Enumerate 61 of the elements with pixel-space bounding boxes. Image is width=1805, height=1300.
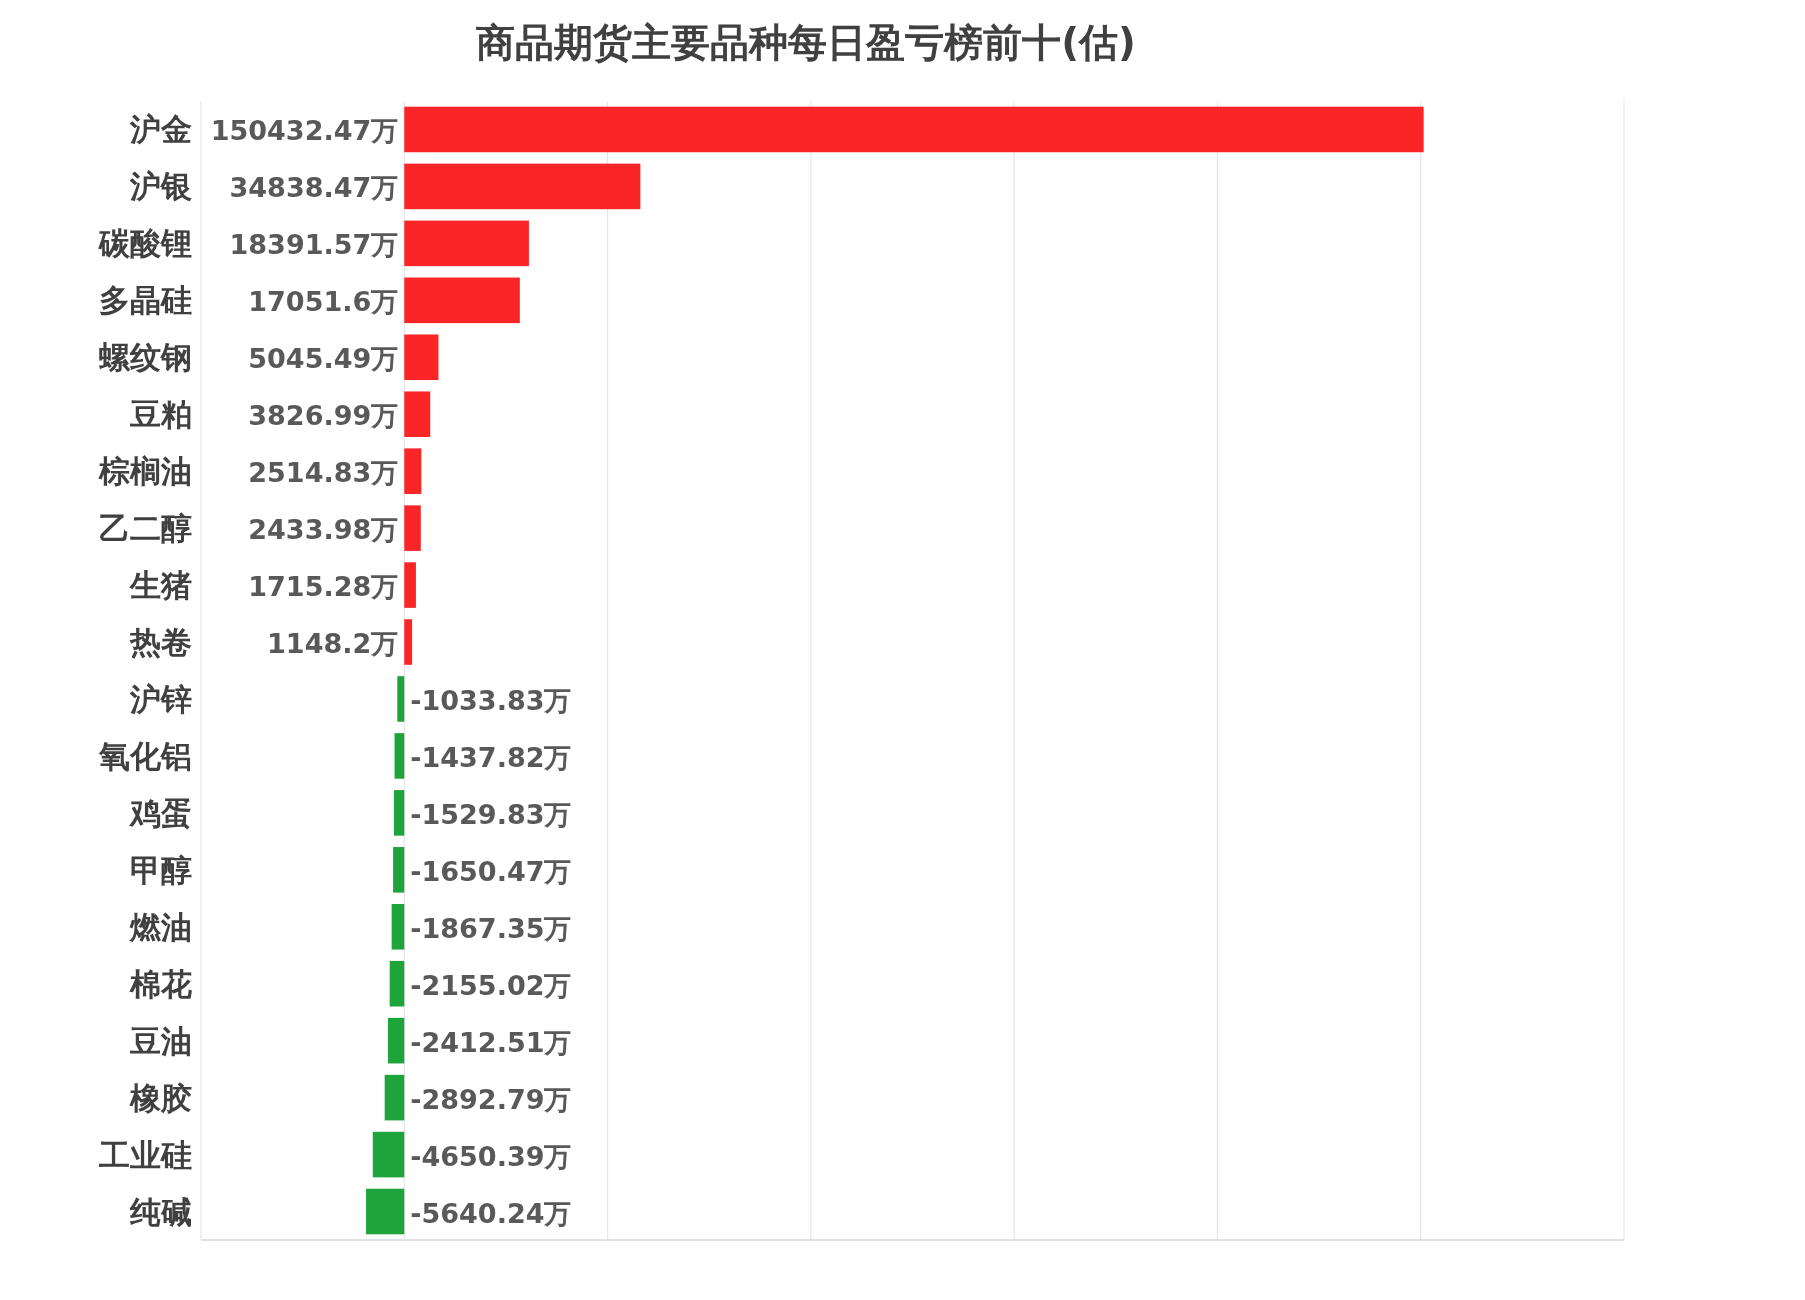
bar bbox=[397, 676, 405, 722]
data-label: -2412.51万 bbox=[410, 1026, 572, 1058]
bar bbox=[389, 960, 405, 1007]
bar bbox=[404, 391, 431, 438]
data-label: -4650.39万 bbox=[410, 1140, 572, 1172]
y-tick-label: 乙二醇 bbox=[99, 510, 192, 547]
bar bbox=[393, 847, 405, 893]
bar bbox=[366, 1188, 405, 1235]
data-label: 18391.57万 bbox=[229, 229, 399, 261]
data-label: 2514.83万 bbox=[248, 457, 399, 489]
y-tick-label: 棕榈油 bbox=[98, 453, 192, 490]
bar bbox=[404, 334, 439, 381]
data-label: -1529.83万 bbox=[410, 798, 572, 830]
data-label: -5640.24万 bbox=[410, 1197, 572, 1229]
data-label: -1437.82万 bbox=[410, 741, 572, 773]
y-tick-label: 沪金 bbox=[129, 111, 192, 148]
data-label: 1715.28万 bbox=[248, 571, 399, 603]
data-label: 34838.47万 bbox=[229, 172, 399, 204]
y-tick-label: 棉花 bbox=[129, 965, 192, 1002]
data-label: 3826.99万 bbox=[248, 400, 399, 432]
data-label: 5045.49万 bbox=[248, 343, 399, 375]
y-tick-label: 豆粕 bbox=[129, 396, 192, 433]
y-tick-label: 沪银 bbox=[129, 168, 192, 205]
y-tick-label: 多晶硅 bbox=[99, 282, 192, 319]
y-tick-label: 甲醇 bbox=[130, 851, 192, 888]
bar bbox=[394, 733, 405, 779]
bar bbox=[404, 562, 416, 608]
y-tick-label: 螺纹钢 bbox=[98, 339, 192, 376]
y-tick-label: 燃油 bbox=[129, 908, 192, 945]
data-label: 17051.6万 bbox=[248, 286, 399, 318]
data-label: 2433.98万 bbox=[248, 514, 399, 546]
data-label: 1148.2万 bbox=[267, 628, 399, 660]
y-tick-label: 氧化铝 bbox=[98, 737, 192, 774]
y-tick-label: 沪锌 bbox=[129, 680, 192, 717]
data-label: -1033.83万 bbox=[410, 684, 572, 716]
data-label: -2155.02万 bbox=[410, 969, 572, 1001]
y-tick-label: 工业硅 bbox=[98, 1136, 192, 1173]
bar bbox=[372, 1131, 405, 1178]
bar bbox=[393, 790, 405, 836]
y-tick-label: 碳酸锂 bbox=[98, 225, 192, 262]
bar bbox=[404, 277, 520, 324]
bar bbox=[404, 448, 422, 494]
bar bbox=[404, 619, 413, 665]
data-label: -1867.35万 bbox=[410, 912, 572, 944]
chart-title: 商品期货主要品种每日盈亏榜前十(估) bbox=[476, 20, 1136, 65]
data-label: 150432.47万 bbox=[210, 115, 399, 147]
bar bbox=[404, 163, 641, 210]
y-tick-label: 纯碱 bbox=[129, 1193, 192, 1230]
data-label: -1650.47万 bbox=[410, 855, 572, 887]
bar bbox=[404, 505, 421, 551]
bar bbox=[404, 106, 1424, 153]
bar bbox=[391, 904, 405, 950]
data-label: -2892.79万 bbox=[410, 1083, 572, 1115]
bar bbox=[387, 1017, 405, 1064]
y-tick-label: 热卷 bbox=[129, 624, 192, 661]
y-tick-label: 豆油 bbox=[129, 1022, 192, 1059]
y-tick-label: 生猪 bbox=[129, 567, 192, 604]
bar bbox=[384, 1074, 405, 1121]
y-tick-label: 鸡蛋 bbox=[128, 794, 192, 831]
bar bbox=[404, 220, 529, 267]
y-tick-label: 橡胶 bbox=[129, 1079, 192, 1116]
